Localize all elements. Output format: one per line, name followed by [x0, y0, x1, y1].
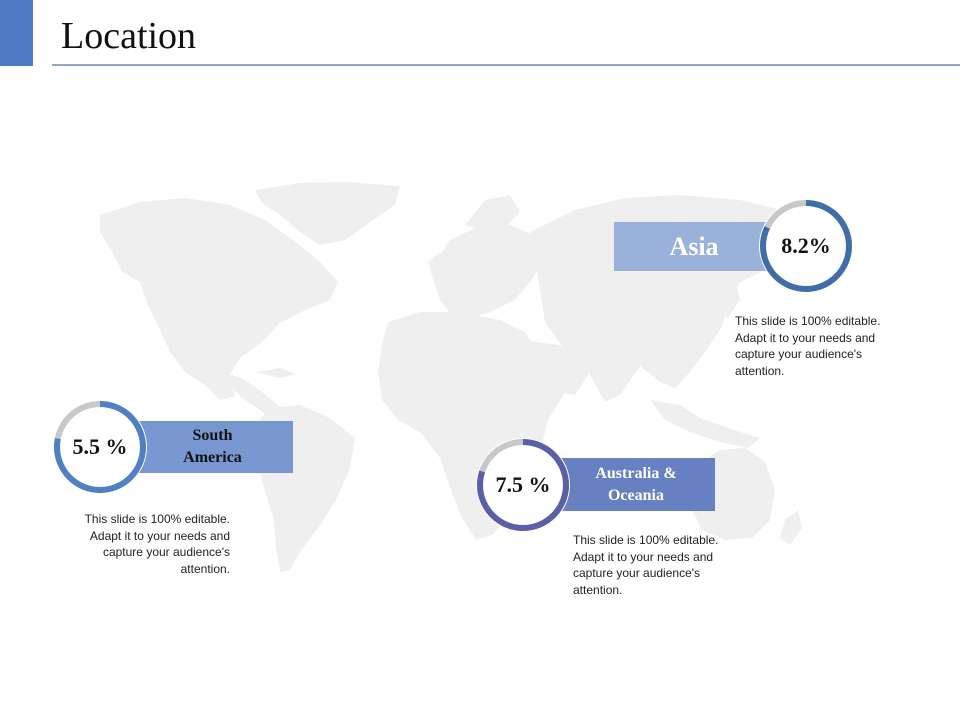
description-line: attention. [735, 363, 785, 378]
south-america-label-line: South [192, 427, 233, 444]
description-line: This slide is 100% editable. [735, 314, 881, 328]
description-line: attention. [180, 561, 230, 576]
south-america-percent-value: 5.5 % [72, 434, 128, 459]
asia-percent-value: 8.2% [781, 233, 831, 258]
description-line: This slide is 100% editable. [84, 512, 230, 526]
australia-percent-ring [476, 438, 570, 532]
description-line: This slide is 100% editable. [573, 533, 719, 547]
south-america-label-box: South America [132, 421, 293, 473]
asia-description: This slide is 100% editable. Adapt it to… [735, 313, 880, 379]
description-line: capture your audience's [573, 566, 701, 580]
asia-ring-arc [760, 200, 852, 292]
australia-ring-arc [477, 439, 569, 531]
description-line: capture your audience's [102, 545, 230, 559]
south-america-description: This slide is 100% editable. Adapt it to… [60, 511, 230, 577]
australia-description: This slide is 100% editable. Adapt it to… [573, 532, 718, 598]
australia-label-box: Australia & Oceania [557, 458, 715, 511]
australia-label-line: Oceania [607, 486, 664, 504]
asia-label-box: Asia [614, 222, 774, 271]
australia-label-line: Australia & [595, 464, 677, 482]
title-divider [52, 64, 960, 66]
asia-percent-ring [759, 199, 853, 293]
description-line: Adapt it to your needs and [573, 549, 714, 564]
description-line: capture your audience's [735, 347, 863, 361]
australia-percent-value: 7.5 % [495, 472, 551, 497]
description-line: Adapt it to your needs and [89, 528, 230, 543]
page-title: Location [61, 15, 197, 57]
south-america-percent-ring [53, 400, 147, 494]
south-america-label-line: America [183, 449, 242, 466]
south-america-ring-arc [54, 401, 146, 493]
description-line: attention. [573, 582, 623, 597]
description-line: Adapt it to your needs and [735, 330, 876, 345]
asia-label: Asia [669, 231, 719, 261]
header-accent-bar [0, 0, 33, 66]
